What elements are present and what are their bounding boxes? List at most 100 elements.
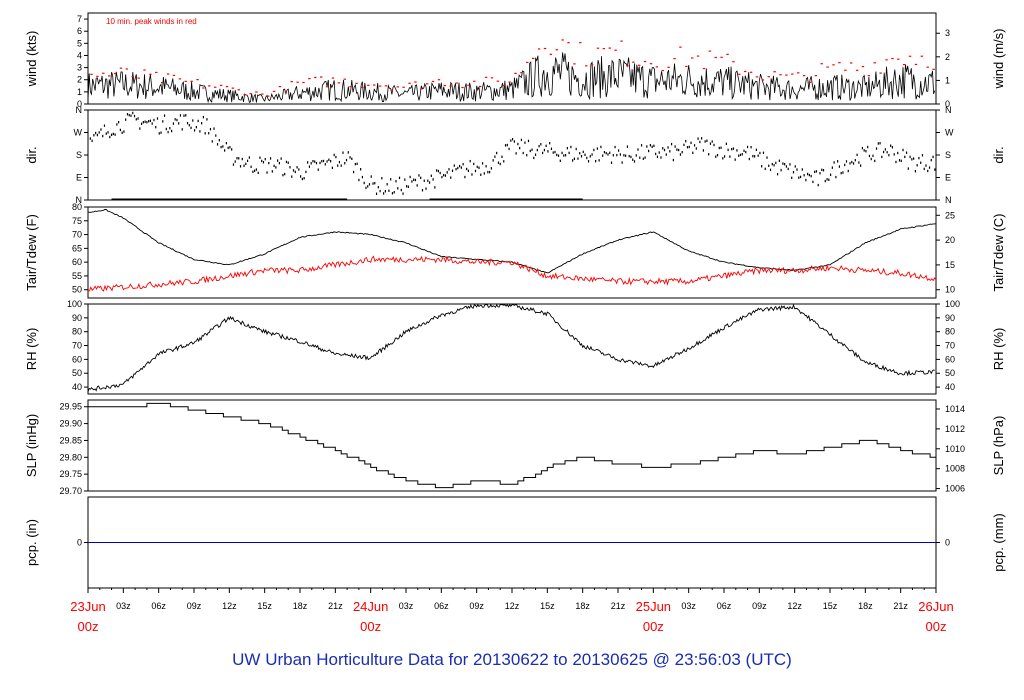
ytick-label-temp: 50 <box>72 285 82 295</box>
rh-line <box>87 303 935 392</box>
day-label-hour: 00z <box>360 619 381 634</box>
ytick-label-rh: 80 <box>72 327 82 337</box>
hour-tick-label: 12z <box>787 601 802 611</box>
day-label-date: 23Jun <box>70 599 105 614</box>
panel-frame-wind <box>87 12 937 105</box>
hour-tick-label: 18z <box>858 601 873 611</box>
ylabel-right-slp: SLP (hPa) <box>991 416 1006 476</box>
ytick-label-temp: 80 <box>72 202 82 212</box>
ytick-label-temp: 70 <box>72 230 82 240</box>
ytick-right-label-slp: 1014 <box>945 404 965 414</box>
ytick-label-rh: 50 <box>72 368 82 378</box>
ylabel-right-dir: dir. <box>991 146 1006 163</box>
slp-line <box>88 402 936 489</box>
ytick-label-slp: 29.90 <box>59 419 82 429</box>
day-label-date: 26Jun <box>918 599 953 614</box>
hour-tick-label: 06z <box>151 601 166 611</box>
ytick-label-slp: 29.75 <box>59 469 82 479</box>
ytick-label-wind: 5 <box>77 38 82 48</box>
day-label-date: 25Jun <box>636 599 671 614</box>
ytick-label-temp: 75 <box>72 216 82 226</box>
hour-tick-label: 21z <box>893 601 908 611</box>
wind-annotation: 10 min. peak winds in red <box>106 17 197 26</box>
ytick-right-label-dir: E <box>945 173 951 183</box>
ytick-right-label-rh: 50 <box>945 368 955 378</box>
hour-tick-label: 03z <box>681 601 696 611</box>
ytick-label-wind: 6 <box>77 26 82 36</box>
ytick-label-dir: S <box>76 150 82 160</box>
ytick-right-label-rh: 70 <box>945 341 955 351</box>
ytick-right-label-temp: 15 <box>945 260 955 270</box>
panel-frame-rh <box>87 303 937 395</box>
hour-tick-label: 18z <box>575 601 590 611</box>
ylabel-right-rh: RH (%) <box>991 328 1006 371</box>
hour-tick-label: 03z <box>399 601 414 611</box>
ylabel-dir: dir. <box>24 146 39 163</box>
day-label-hour: 00z <box>926 619 947 634</box>
temp-series-tair <box>87 208 937 274</box>
ytick-label-rh: 40 <box>72 382 82 392</box>
day-label-hour: 00z <box>643 619 664 634</box>
hour-tick-label: 09z <box>187 601 202 611</box>
ytick-right-label-rh: 40 <box>945 382 955 392</box>
hour-tick-label: 15z <box>823 601 838 611</box>
ylabel-right-wind: wind (m/s) <box>991 29 1006 90</box>
ytick-right-label-rh: 90 <box>945 313 955 323</box>
ytick-right-label-dir: S <box>945 150 951 160</box>
ytick-label-dir: N <box>76 195 83 205</box>
hour-tick-label: 03z <box>116 601 131 611</box>
panel-frame-slp <box>87 399 937 492</box>
hour-tick-label: 21z <box>611 601 626 611</box>
ylabel-slp: SLP (inHg) <box>24 414 39 477</box>
ytick-label-rh: 60 <box>72 354 82 364</box>
ytick-label-dir: E <box>76 173 82 183</box>
hour-tick-label: 06z <box>434 601 449 611</box>
panel-frame-temp <box>87 206 937 299</box>
ytick-right-label-wind: 2 <box>945 52 950 62</box>
ytick-right-label-temp: 25 <box>945 210 955 220</box>
ytick-right-label-temp: 20 <box>945 235 955 245</box>
ytick-right-label-slp: 1010 <box>945 444 965 454</box>
ytick-right-label-dir: N <box>945 105 952 115</box>
ytick-label-wind: 7 <box>77 14 82 24</box>
ytick-label-temp: 65 <box>72 243 82 253</box>
ytick-label-temp: 55 <box>72 271 82 281</box>
day-label-hour: 00z <box>78 619 99 634</box>
ytick-right-label-rh: 100 <box>945 299 960 309</box>
ytick-right-label-wind: 3 <box>945 28 950 38</box>
ytick-label-slp: 29.95 <box>59 402 82 412</box>
ytick-label-dir: N <box>76 105 83 115</box>
chart-title: UW Urban Horticulture Data for 20130622 … <box>232 650 792 669</box>
hour-tick-label: 15z <box>257 601 272 611</box>
ytick-label-wind: 0 <box>77 99 82 109</box>
ylabel-pcp: pcp. (in) <box>24 519 39 566</box>
ytick-right-label-wind: 0 <box>945 99 950 109</box>
ytick-label-rh: 70 <box>72 341 82 351</box>
hour-tick-label: 12z <box>505 601 520 611</box>
ytick-label-dir: W <box>74 128 83 138</box>
ytick-label-rh: 90 <box>72 313 82 323</box>
hour-tick-label: 21z <box>328 601 343 611</box>
ytick-right-label-temp: 10 <box>945 285 955 295</box>
ytick-label-wind: 3 <box>77 63 82 73</box>
ytick-right-label-rh: 80 <box>945 327 955 337</box>
temp-series-tdew <box>87 255 937 292</box>
ytick-label-slp: 29.70 <box>59 486 82 496</box>
ylabel-right-temp: Tair/Tdew (C) <box>991 213 1006 291</box>
panel-frame-dir <box>87 109 937 201</box>
day-label-date: 24Jun <box>353 599 388 614</box>
hour-tick-label: 06z <box>717 601 732 611</box>
ytick-label-temp: 60 <box>72 257 82 267</box>
ytick-label-rh: 100 <box>67 299 82 309</box>
ytick-label-pcp: 0 <box>77 538 82 548</box>
hour-tick-label: 12z <box>222 601 237 611</box>
ytick-right-label-pcp: 0 <box>945 538 950 548</box>
ytick-label-wind: 2 <box>77 75 82 85</box>
ytick-right-label-slp: 1008 <box>945 464 965 474</box>
ylabel-right-pcp: pcp. (mm) <box>991 513 1006 572</box>
ytick-label-slp: 29.80 <box>59 452 82 462</box>
hour-tick-label: 09z <box>752 601 767 611</box>
hour-tick-label: 09z <box>469 601 484 611</box>
hour-tick-label: 18z <box>293 601 308 611</box>
